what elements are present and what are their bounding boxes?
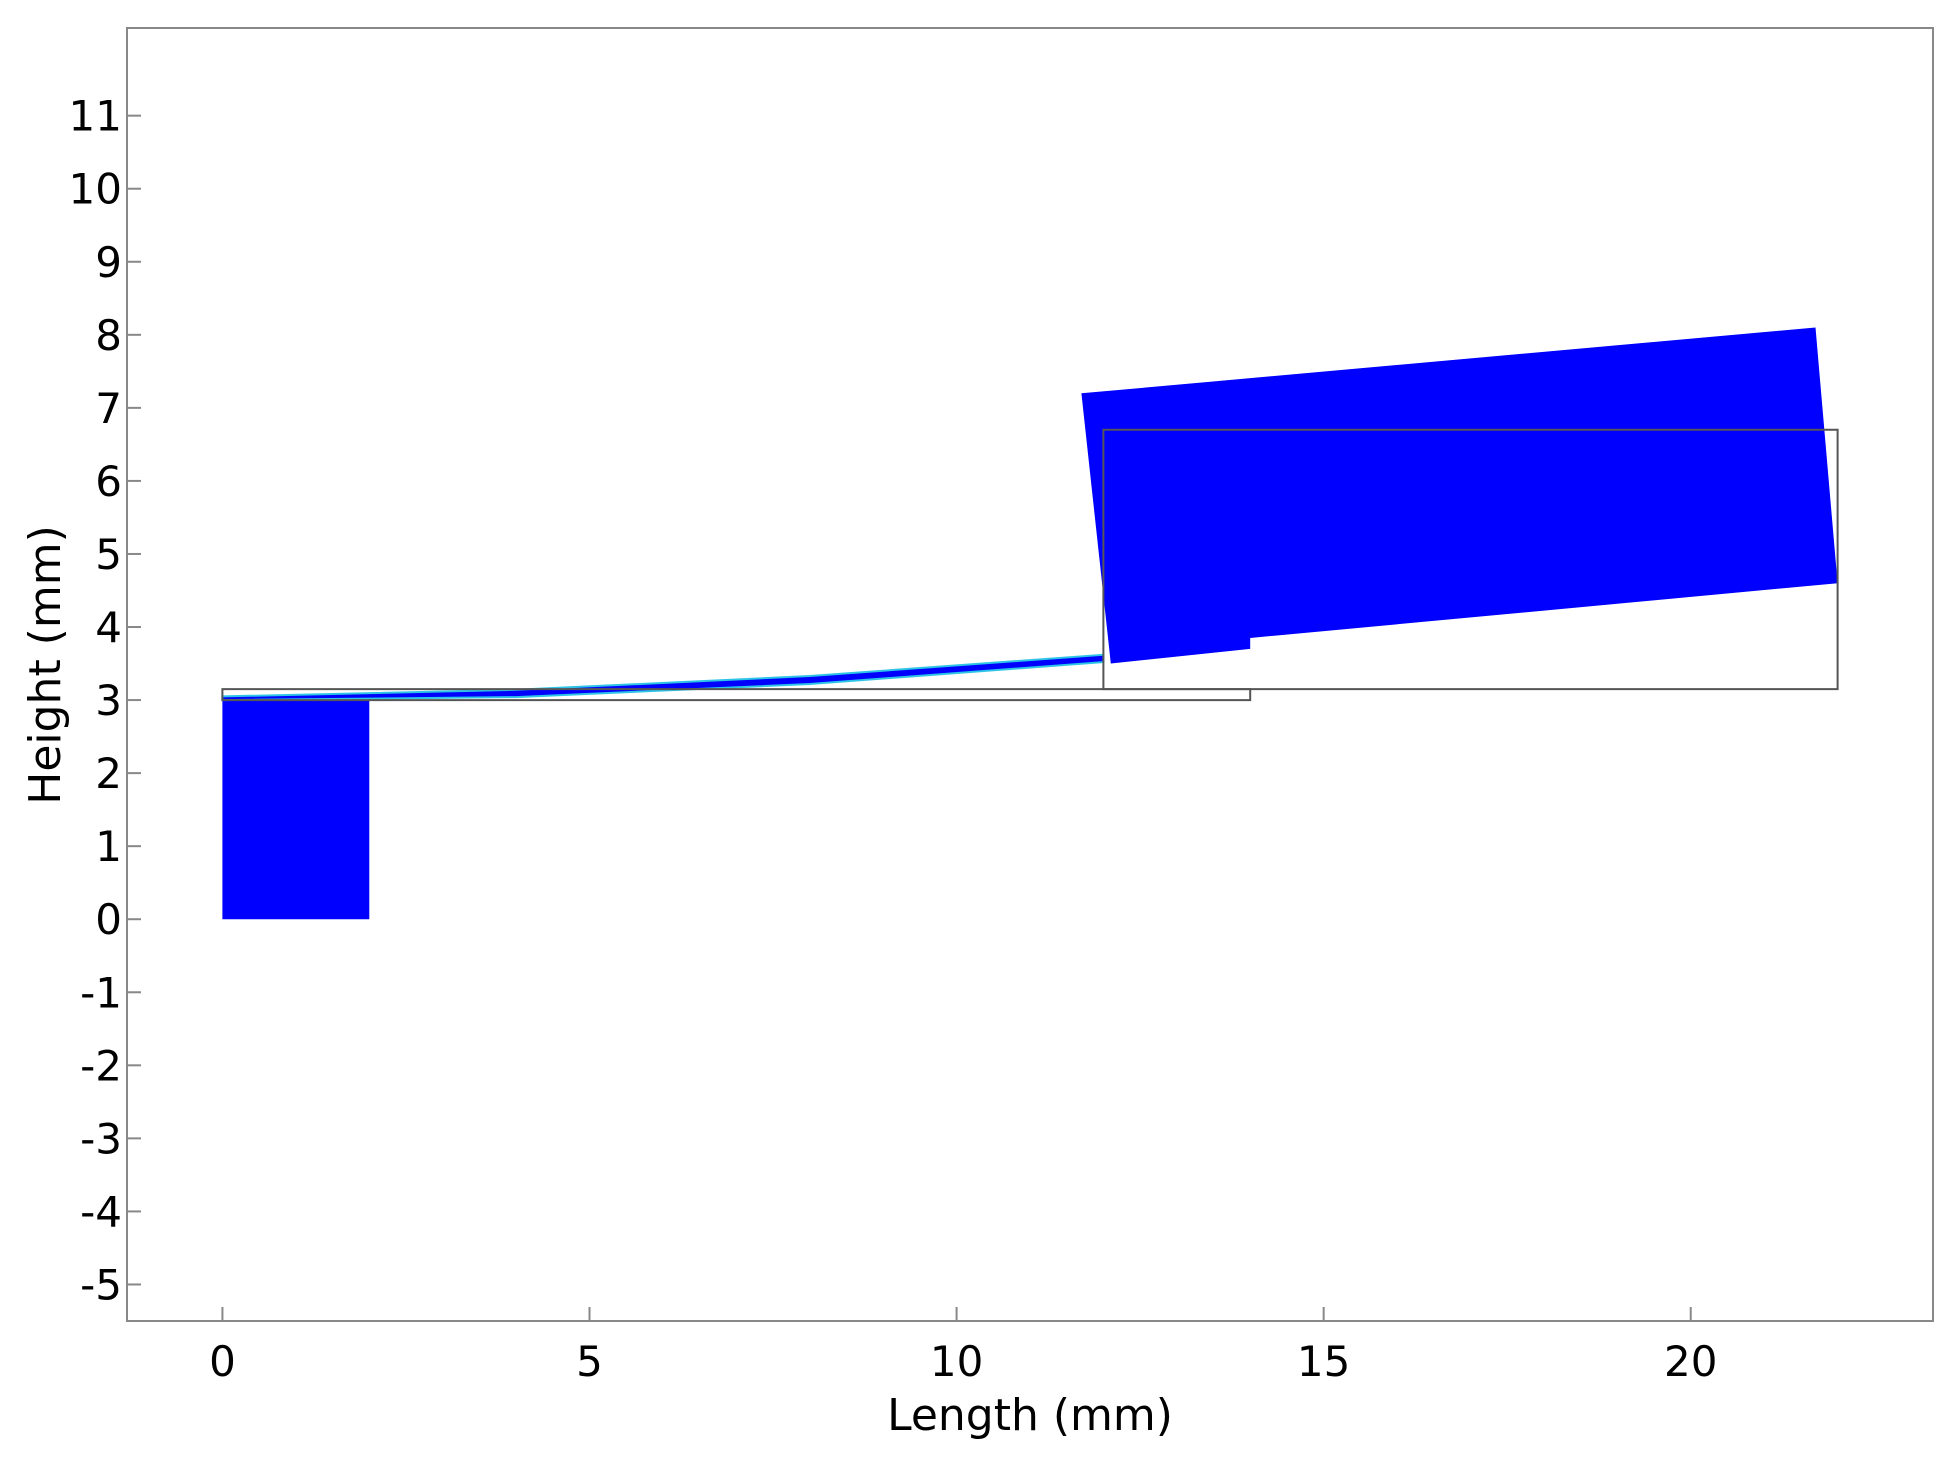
y-tick-label: 4 [95,603,122,652]
y-axis-title: Height (mm) [20,525,71,805]
x-tick-label: 5 [576,1337,603,1386]
y-tick-label: 6 [95,457,122,506]
x-axis-ticks: 0 5 10 15 20 [209,1307,1717,1386]
y-tick-label: -4 [80,1187,122,1236]
proof-mass-deformed [1081,327,1838,664]
x-tick-label: 20 [1664,1337,1717,1386]
x-tick-label: 15 [1297,1337,1350,1386]
x-tick-label: 10 [930,1337,983,1386]
fixed-support-block [222,700,370,920]
y-tick-label: 3 [95,676,122,725]
x-tick-label: 0 [209,1337,236,1386]
y-tick-label: 5 [95,530,122,579]
y-tick-label: 9 [95,238,122,287]
y-tick-label: 2 [95,749,122,798]
y-tick-label: 8 [95,311,122,360]
y-tick-label: 1 [95,822,122,871]
y-tick-label: 11 [69,92,122,141]
y-tick-label: -2 [80,1041,122,1090]
y-axis-ticks: -5 -4 -3 -2 -1 0 1 2 3 4 5 6 7 8 9 10 11 [69,92,141,1309]
y-tick-label: 10 [69,165,122,214]
y-tick-label: 7 [95,384,122,433]
x-axis-title: Length (mm) [887,1390,1173,1441]
undeformed-mass-outline [1102,428,1839,691]
y-tick-label: -3 [80,1114,122,1163]
y-tick-label: -1 [80,968,122,1017]
shapes-layer [221,327,1839,920]
y-tick-label: -5 [80,1260,122,1309]
plot-area [126,27,1934,1322]
y-tick-label: 0 [95,895,122,944]
